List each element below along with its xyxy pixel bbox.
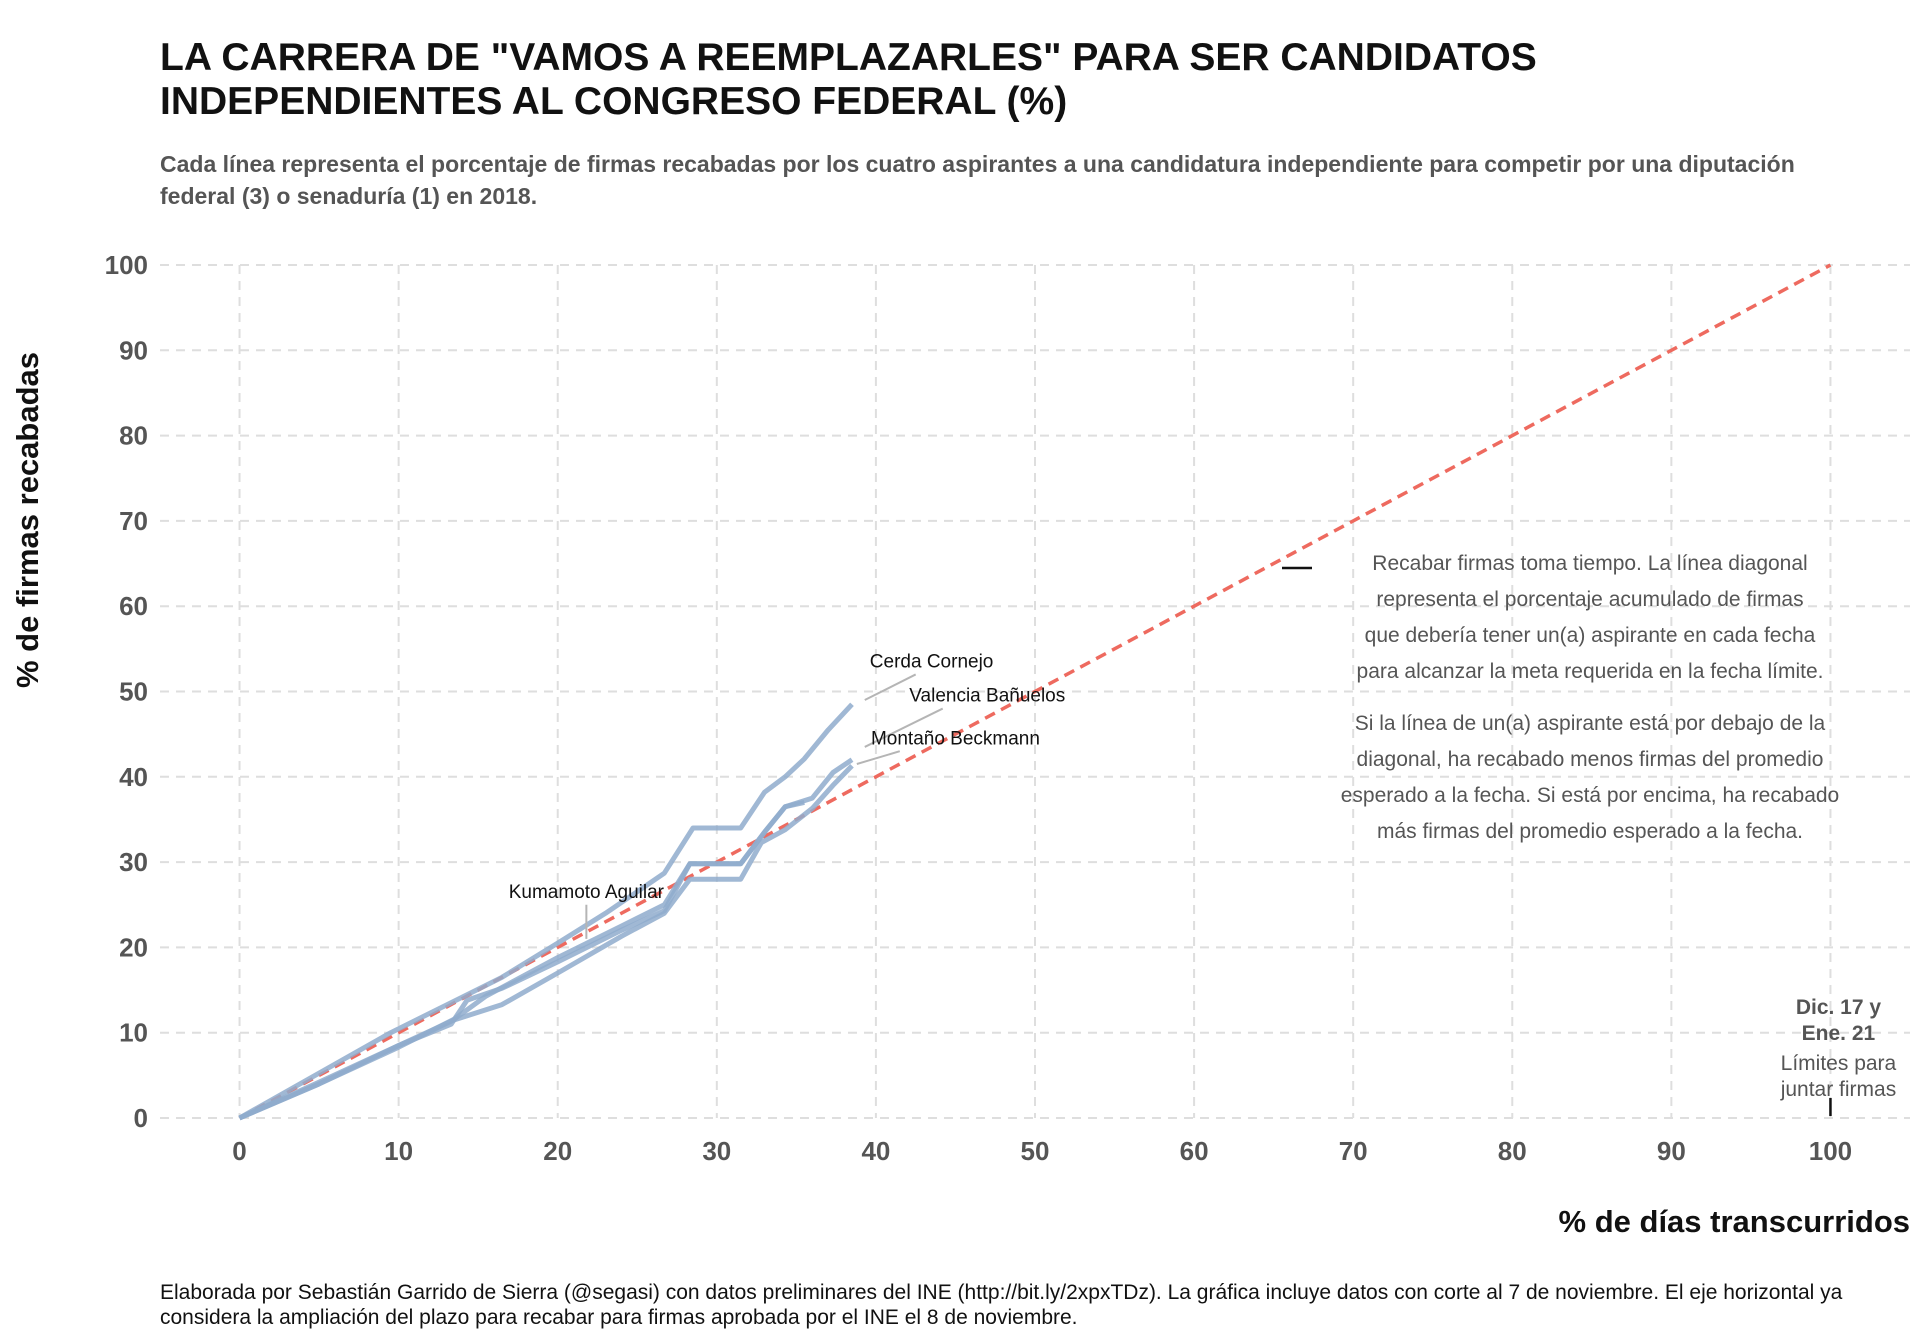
label-leader [864, 707, 944, 748]
reference-diagonal [238, 263, 1832, 1120]
x-tick-label: 10 [384, 1136, 413, 1166]
x-axis-ticks: 0 10 20 30 40 50 60 70 80 90 100 [232, 1136, 1852, 1166]
deadline-annotation: Dic. 17 y Ene. 21 Límites para juntar firma… [1780, 996, 1897, 1116]
y-tick-label: 40 [119, 762, 148, 792]
y-tick-label: 80 [119, 421, 148, 451]
series-line [238, 702, 854, 1121]
note-line: más firmas del promedio esperado a la fe… [1377, 820, 1803, 843]
deadline-text: juntar firmas [1780, 1078, 1897, 1101]
series-labels: Cerda Cornejo Valencia Bañuelos Montaño Be… [509, 652, 1065, 939]
series-label: Montaño Beckmann [871, 728, 1040, 749]
y-tick-label: 0 [134, 1103, 148, 1133]
label-leader [864, 673, 917, 701]
x-tick-label: 100 [1809, 1136, 1852, 1166]
note-line: Si la línea de un(a) aspirante está por … [1355, 712, 1826, 735]
y-tick-label: 50 [119, 677, 148, 707]
series-line [238, 799, 805, 1121]
y-tick-label: 100 [105, 250, 148, 280]
label-leader [856, 750, 901, 765]
series-label: Valencia Bañuelos [909, 686, 1065, 707]
x-axis-title: % de días transcurridos [1559, 1204, 1910, 1239]
y-tick-label: 60 [119, 591, 148, 621]
explanation-note: Recabar firmas toma tiempo. La línea dia… [1282, 552, 1839, 843]
series-label: Cerda Cornejo [870, 652, 994, 673]
note-line: representa el porcentaje acumulado de fi… [1376, 588, 1803, 611]
y-tick-label: 90 [119, 335, 148, 365]
series-lines [238, 702, 854, 1121]
y-axis-ticks: 0 10 20 30 40 50 60 70 80 90 100 [105, 250, 148, 1133]
note-line: diagonal, ha recabado menos firmas del p… [1357, 748, 1824, 771]
series-label: Kumamoto Aguilar [509, 882, 665, 903]
chart-title: LA CARRERA DE "VAMOS A REEMPLAZARLES" PA… [160, 36, 1537, 123]
x-tick-label: 70 [1339, 1136, 1368, 1166]
x-tick-label: 20 [543, 1136, 572, 1166]
y-tick-label: 10 [119, 1018, 148, 1048]
reference-line [238, 263, 1832, 1120]
x-tick-label: 50 [1021, 1136, 1050, 1166]
y-tick-label: 30 [119, 847, 148, 877]
x-tick-label: 40 [861, 1136, 890, 1166]
note-line: que debería tener un(a) aspirante en cad… [1365, 624, 1816, 647]
y-tick-label: 20 [119, 932, 148, 962]
deadline-date: Ene. 21 [1802, 1022, 1876, 1045]
x-tick-label: 90 [1657, 1136, 1686, 1166]
chart-subtitle: Cada línea representa el porcentaje de f… [160, 151, 1795, 209]
x-tick-label: 0 [232, 1136, 246, 1166]
deadline-date: Dic. 17 y [1796, 996, 1882, 1019]
note-line: Recabar firmas toma tiempo. La línea dia… [1372, 552, 1807, 575]
chart-caption: Elaborada por Sebastián Garrido de Sierr… [160, 1281, 1843, 1329]
deadline-text: Límites para [1781, 1052, 1897, 1075]
x-tick-label: 30 [702, 1136, 731, 1166]
y-tick-label: 70 [119, 506, 148, 536]
note-line: para alcanzar la meta requerida en la fe… [1357, 660, 1824, 683]
y-axis-title: % de firmas recabadas [10, 352, 45, 688]
x-tick-label: 60 [1180, 1136, 1209, 1166]
note-line: esperado a la fecha. Si está por encima,… [1341, 784, 1839, 807]
x-tick-label: 80 [1498, 1136, 1527, 1166]
